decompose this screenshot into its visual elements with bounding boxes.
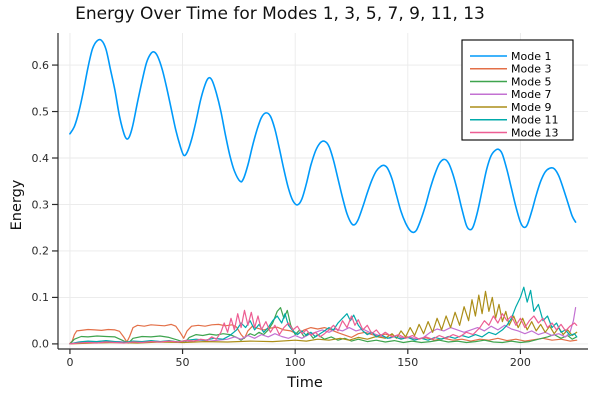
legend-entry-label: Mode 9 <box>511 101 551 114</box>
legend-entry-label: Mode 13 <box>511 126 558 139</box>
legend-entry-label: Mode 11 <box>511 114 558 127</box>
y-tick-label: 0.2 <box>32 245 50 258</box>
x-axis-label: Time <box>287 375 323 391</box>
x-tick-label: 150 <box>397 356 418 369</box>
chart-title: Energy Over Time for Modes 1, 3, 5, 7, 9… <box>75 4 485 24</box>
legend-entry-label: Mode 1 <box>511 50 551 63</box>
legend-entry-label: Mode 5 <box>511 75 551 88</box>
y-tick-label: 0.0 <box>32 338 50 351</box>
x-tick-label: 200 <box>510 356 531 369</box>
data-series <box>69 38 578 345</box>
x-tick-label: 50 <box>176 356 190 369</box>
y-tick-label: 0.3 <box>32 198 50 211</box>
legend-entry-label: Mode 7 <box>511 88 551 101</box>
axes: 0 50 100 150 200 0.0 0.1 0.2 0.3 0.4 0.5 0.6 <box>32 33 588 369</box>
series-line-mode-3 <box>69 323 578 344</box>
series-line-mode-13 <box>69 309 578 345</box>
y-tick-label: 0.1 <box>32 291 50 304</box>
y-tick-label: 0.4 <box>32 152 50 165</box>
series-line-mode-5 <box>69 307 578 345</box>
y-tick-label: 0.6 <box>32 59 50 72</box>
legend-entry-label: Mode 3 <box>511 63 551 76</box>
x-tick-label: 100 <box>285 356 306 369</box>
series-line-mode-9 <box>69 290 578 345</box>
x-tick-label: 0 <box>66 356 73 369</box>
series-line-mode-1 <box>69 38 577 234</box>
y-axis-label: Energy <box>9 179 25 231</box>
y-tick-label: 0.5 <box>32 105 50 118</box>
